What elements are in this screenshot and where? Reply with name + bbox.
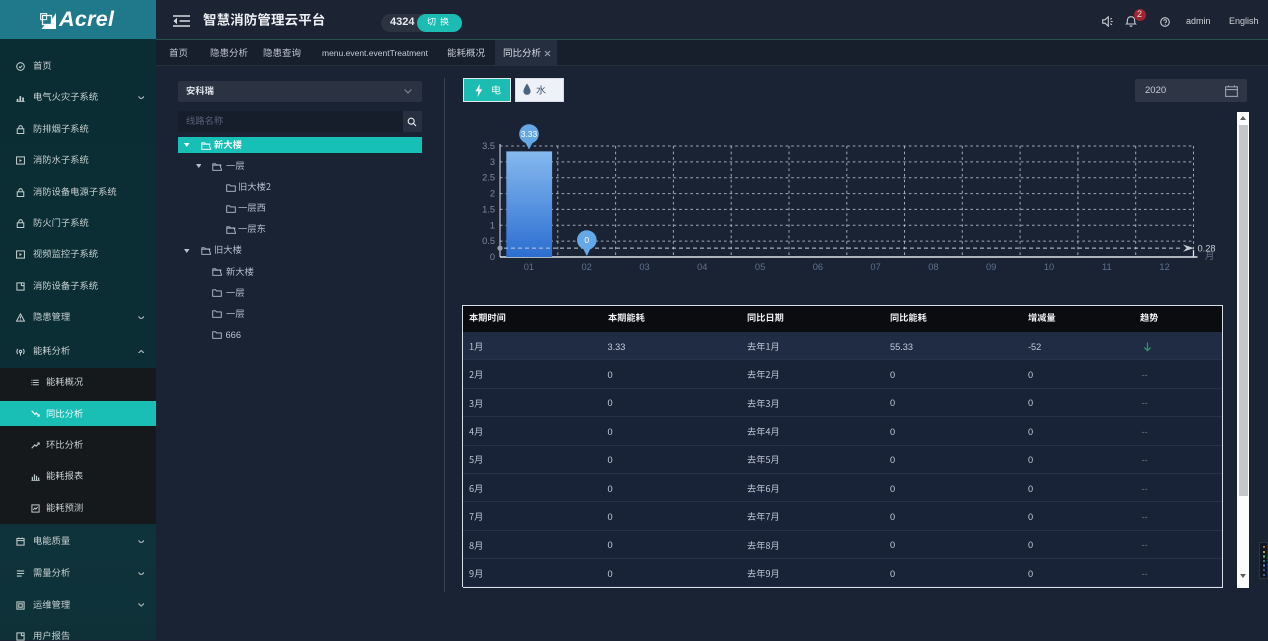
svg-text:11: 11 xyxy=(1102,262,1112,272)
svg-text:12: 12 xyxy=(1159,262,1169,272)
svg-text:1.5: 1.5 xyxy=(482,204,495,214)
svg-text:04: 04 xyxy=(697,262,707,272)
svg-text:05: 05 xyxy=(755,262,765,272)
svg-text:2.5: 2.5 xyxy=(482,173,495,183)
svg-text:06: 06 xyxy=(813,262,823,272)
svg-text:2: 2 xyxy=(490,189,495,199)
svg-text:01: 01 xyxy=(524,262,534,272)
svg-text:0.28: 0.28 xyxy=(1198,243,1216,253)
svg-text:0: 0 xyxy=(584,235,589,245)
svg-text:3: 3 xyxy=(490,157,495,167)
svg-text:03: 03 xyxy=(639,262,649,272)
svg-text:3.33: 3.33 xyxy=(521,129,538,139)
svg-text:3.5: 3.5 xyxy=(482,141,495,151)
svg-text:09: 09 xyxy=(986,262,996,272)
svg-text:02: 02 xyxy=(582,262,592,272)
svg-text:1: 1 xyxy=(490,220,495,230)
svg-text:07: 07 xyxy=(870,262,880,272)
svg-text:0: 0 xyxy=(490,252,495,262)
svg-text:0.5: 0.5 xyxy=(482,236,495,246)
svg-text:08: 08 xyxy=(928,262,938,272)
svg-text:10: 10 xyxy=(1044,262,1054,272)
